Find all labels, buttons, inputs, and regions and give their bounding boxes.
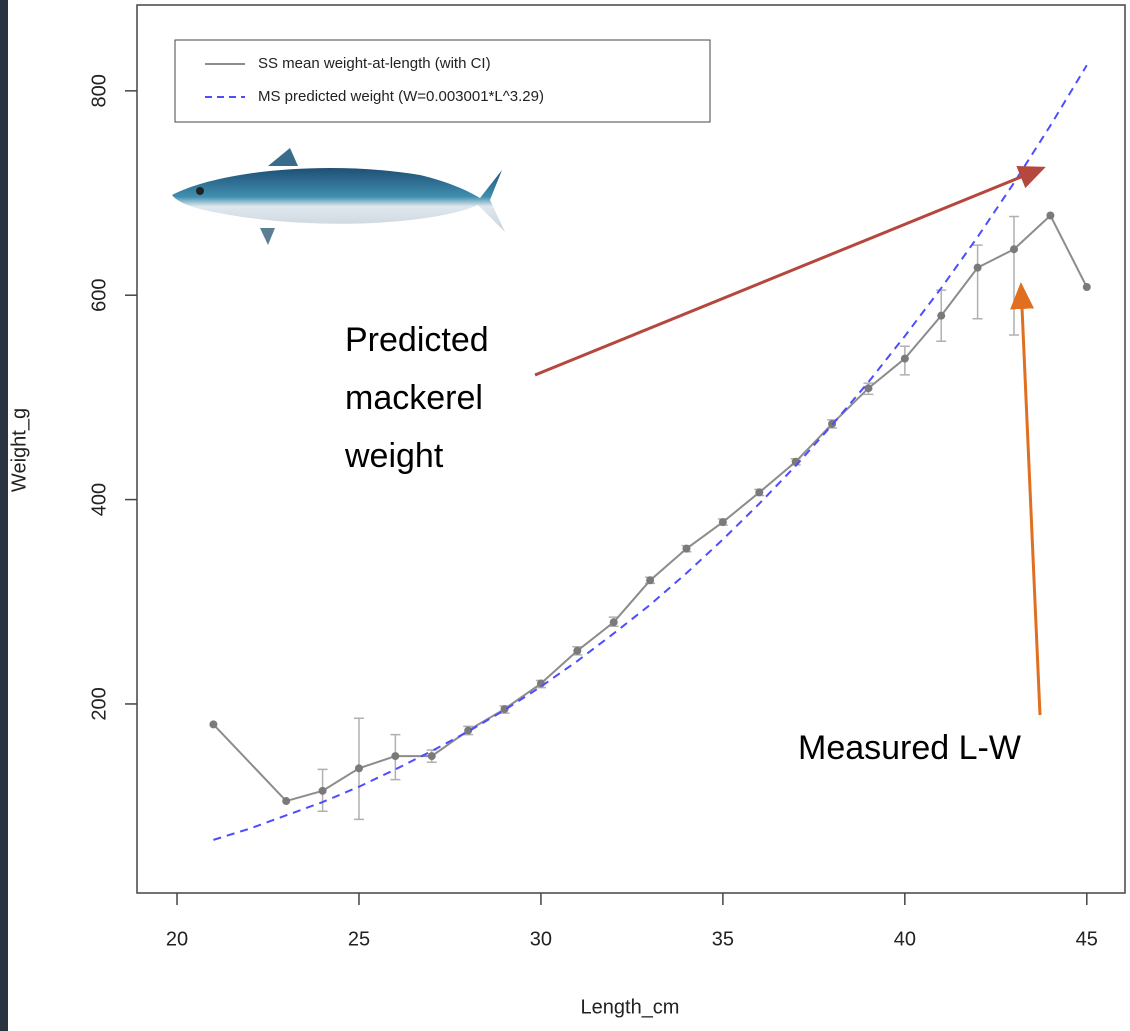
data-point	[464, 726, 473, 735]
annotation: weight	[344, 437, 444, 475]
series-line	[212, 213, 1088, 803]
x-tick-label: 30	[530, 928, 552, 950]
data-point	[646, 576, 655, 585]
data-point	[354, 764, 363, 773]
fish-image	[172, 148, 505, 245]
data-point	[573, 646, 582, 655]
error-bar	[1009, 215, 1020, 336]
y-tick-label: 600	[88, 279, 110, 312]
plot-frame	[136, 4, 1126, 894]
data-point	[209, 720, 218, 729]
x-tick-label: 25	[348, 928, 370, 950]
data-point	[682, 544, 691, 553]
data-point	[427, 752, 436, 761]
data-point	[718, 518, 727, 527]
x-tick-label: 35	[712, 928, 734, 950]
annotation: Predicted	[345, 321, 489, 359]
data-point	[900, 354, 909, 363]
data-point	[937, 311, 946, 320]
legend-label: SS mean weight-at-length (with CI)	[258, 55, 491, 72]
y-tick-label: 400	[88, 483, 110, 516]
data-point	[1046, 211, 1055, 220]
annotation-arrow	[534, 165, 1046, 377]
annotation: mackerel	[345, 379, 483, 417]
data-point	[1082, 283, 1091, 292]
y-tick-label: 800	[88, 74, 110, 107]
data-point	[755, 488, 764, 497]
error-bar	[972, 244, 983, 320]
data-point	[1010, 245, 1019, 254]
data-point	[282, 797, 291, 806]
annotation: Measured L-W	[798, 729, 1021, 767]
annotation-arrow	[1010, 282, 1042, 716]
legend-label: MS predicted weight (W=0.003001*L^3.29)	[258, 88, 544, 105]
screen-edge	[0, 0, 8, 1031]
data-point	[864, 384, 873, 393]
data-point	[391, 752, 400, 761]
legend-box	[174, 39, 711, 123]
data-point	[318, 786, 327, 795]
x-axis-label: Length_cm	[581, 996, 680, 1018]
plot-area: 20 25 30 35 40 45 200 400 600 800	[88, 64, 1098, 950]
data-point	[500, 705, 509, 714]
legend: SS mean weight-at-length (with CI) MS pr…	[174, 39, 711, 123]
x-tick-label: 45	[1076, 928, 1098, 950]
x-tick-label: 20	[166, 928, 188, 950]
data-point	[609, 618, 618, 627]
x-tick-label: 40	[894, 928, 916, 950]
series-line	[213, 64, 1088, 841]
y-axis-label: Weight_g	[8, 408, 30, 492]
data-point	[973, 263, 982, 272]
y-tick-label: 200	[88, 687, 110, 720]
